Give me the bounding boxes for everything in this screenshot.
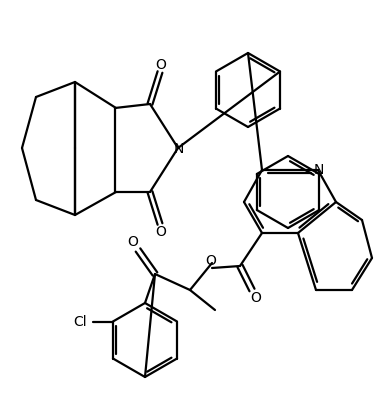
Text: O: O <box>128 235 138 249</box>
Text: O: O <box>155 225 166 239</box>
Text: Cl: Cl <box>73 314 87 329</box>
Text: N: N <box>314 163 324 177</box>
Text: N: N <box>174 142 184 156</box>
Text: O: O <box>206 254 217 268</box>
Text: O: O <box>155 58 166 72</box>
Text: O: O <box>250 291 261 305</box>
